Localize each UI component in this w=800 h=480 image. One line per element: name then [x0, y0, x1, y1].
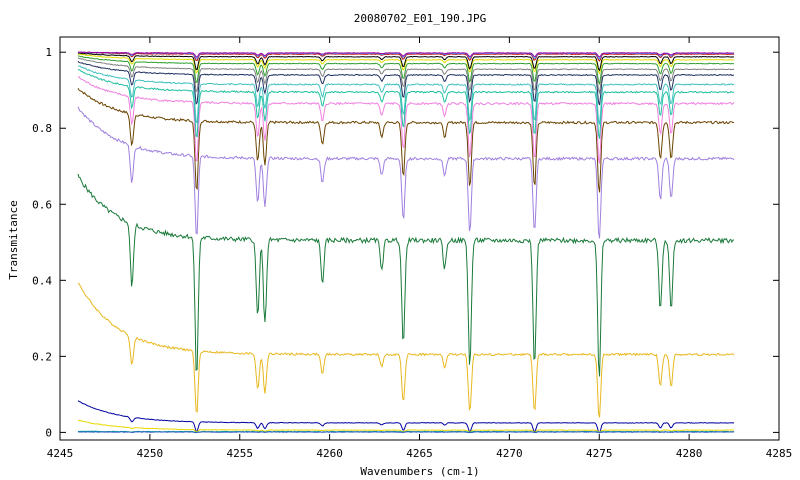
x-tick-label: 4280 [676, 447, 703, 460]
x-tick-label: 4285 [766, 447, 793, 460]
x-tick-label: 4265 [406, 447, 433, 460]
series-line [77, 60, 735, 106]
series-line [77, 106, 735, 239]
x-tick-label: 4275 [586, 447, 613, 460]
series-layer [77, 51, 735, 434]
x-tick-label: 4250 [137, 447, 164, 460]
x-tick-label: 4245 [47, 447, 74, 460]
series-line [77, 53, 735, 75]
x-tick-label: 4270 [496, 447, 523, 460]
series-line [77, 69, 735, 139]
series-line [77, 173, 735, 377]
y-tick-label: 1 [45, 46, 52, 59]
series-line [77, 57, 735, 95]
y-tick-label: 0 [45, 426, 52, 439]
series-line [77, 65, 735, 125]
x-axis-label: Wavenumbers (cm-1) [360, 465, 479, 478]
y-axis-label: Transmitance [7, 200, 20, 279]
y-tick-label: 0.2 [32, 350, 52, 363]
y-tick-label: 0.8 [32, 122, 52, 135]
series-line [77, 55, 735, 86]
y-tick-label: 0.4 [32, 274, 52, 287]
y-tick-label: 0.6 [32, 198, 52, 211]
x-tick-label: 4260 [316, 447, 343, 460]
tick-layer: 4245 4250 4255 4260 4265 4270 4275 4280 4285 0 0.2… [32, 37, 792, 460]
series-line [77, 431, 735, 434]
series-line [77, 400, 735, 434]
series-line [77, 52, 735, 72]
series-line [77, 282, 735, 418]
series-line [77, 51, 735, 58]
series-line [77, 87, 735, 193]
x-tick-label: 4255 [227, 447, 254, 460]
chart-title: 20080702_E01_190.JPG [354, 12, 486, 25]
series-line [77, 419, 735, 433]
series-line [77, 76, 735, 164]
